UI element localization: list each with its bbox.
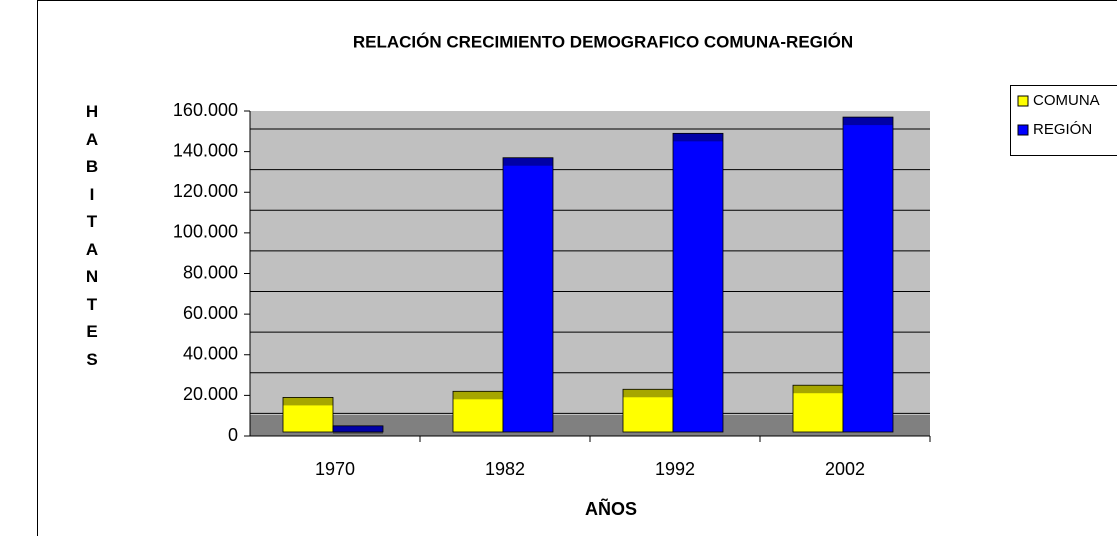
legend-swatch [1017,124,1029,136]
bar-top [673,133,723,142]
bar [452,390,504,433]
chart-title: RELACIÓN CRECIMIENTO DEMOGRAFICO COMUNA-… [353,32,853,51]
bar-top [793,385,843,394]
y-tick-label: 60.000 [183,303,238,323]
bar-top [503,157,553,166]
bar-top [283,397,333,406]
bar [792,384,844,433]
y-tick-label: 140.000 [173,140,238,160]
y-tick-label: 100.000 [173,222,238,242]
bar [282,397,334,433]
x-tick-label: 1992 [655,459,695,479]
bar [622,388,674,433]
y-tick-label: 40.000 [183,344,238,364]
plot-area [250,111,930,436]
bar [842,116,894,433]
legend-label: REGIÓN [1033,121,1092,138]
y-axis-title: HABITANTES [85,102,99,369]
y-tick-label: 160.000 [173,100,238,120]
bar-top [453,391,503,400]
bar-top [623,389,673,398]
bar [332,425,384,433]
legend-label: COMUNA [1033,92,1100,109]
plot-floor [250,415,930,436]
bar [672,132,724,433]
x-tick-label: 1982 [485,459,525,479]
bar [502,157,554,433]
bar-top [333,425,383,434]
y-tick-label: 0 [228,425,238,445]
x-axis-title: AÑOS [585,498,637,519]
y-tick-label: 20.000 [183,384,238,404]
y-tick-label: 80.000 [183,262,238,282]
legend-swatch [1017,95,1029,107]
x-tick-label: 2002 [825,459,865,479]
bar-top [843,117,893,126]
x-tick-label: 1970 [315,459,355,479]
y-tick-label: 120.000 [173,181,238,201]
